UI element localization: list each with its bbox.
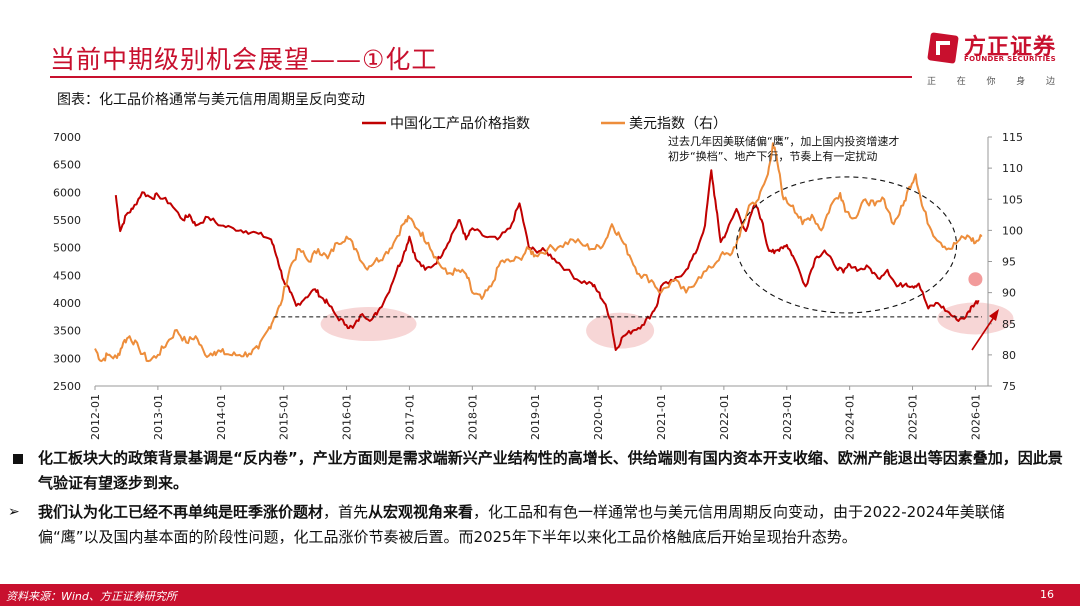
y-left-tick-label: 4500 xyxy=(53,269,81,282)
chart-legend: 中国化工产品价格指数 美元指数（右） xyxy=(362,116,727,132)
trough-highlight xyxy=(586,312,655,349)
slogan-char: 在 xyxy=(956,77,966,87)
slogan-char: 边 xyxy=(1045,77,1055,87)
series-line xyxy=(114,169,980,351)
y-right-tick-label: 95 xyxy=(1002,256,1016,269)
x-tick-label: 2020-01 xyxy=(592,394,605,440)
x-tick-label: 2014-01 xyxy=(215,394,228,440)
chart-axes: 2500 3000 3500 4000 4500 5000 5500 6000 6500 7000… xyxy=(53,131,1023,440)
founder-logo-icon xyxy=(927,32,959,64)
logo-slogan: 正 在 你 身 边 xyxy=(927,74,1055,87)
series-dollar-index xyxy=(94,142,983,363)
y-left-tick-label: 3500 xyxy=(53,325,81,338)
y-right-tick-label: 100 xyxy=(1002,224,1023,237)
slogan-char: 正 xyxy=(927,77,937,87)
page-title: 当前中期级别机会展望——①化工 xyxy=(50,45,438,74)
legend-label-dollar: 美元指数（右） xyxy=(629,116,727,132)
x-tick-label: 2012-01 xyxy=(89,394,102,440)
x-tick-label: 2025-01 xyxy=(907,394,920,440)
x-tick-label: 2019-01 xyxy=(529,394,542,440)
y-right-tick-label: 115 xyxy=(1002,131,1023,144)
y-left-tick-label: 3000 xyxy=(53,352,81,365)
footer-bar: 资料来源：Wind、方正证券研究所 16 xyxy=(0,584,1080,606)
bullet-macro-strong-1: 我们认为化工已经不再单纯是旺季涨价题材 xyxy=(38,503,324,521)
uptrend-arrow xyxy=(971,313,997,351)
bullet-policy: 化工板块大的政策背景基调是“反内卷”，产业方面则是需求端新兴产业结构性的高增长、… xyxy=(8,446,1063,496)
dual-axis-line-chart: 2500 3000 3500 4000 4500 5000 5500 6000 6500 7000… xyxy=(53,116,1023,440)
dashed-period-ellipse xyxy=(735,176,958,314)
y-left-tick-label: 6000 xyxy=(53,186,81,199)
slogan-char: 你 xyxy=(986,77,996,87)
y-right-tick-label: 85 xyxy=(1002,318,1016,331)
data-source: 资料来源：Wind、方正证券研究所 xyxy=(6,590,177,603)
legend-label-chemical: 中国化工产品价格指数 xyxy=(390,116,530,132)
trough-highlight xyxy=(320,307,417,342)
y-left-tick-label: 6500 xyxy=(53,159,81,172)
title-divider xyxy=(50,76,912,78)
logo-chinese: 方正证券 xyxy=(964,35,1057,60)
figure-caption: 图表：化工品价格通常与美元信用周期呈反向变动 xyxy=(57,92,365,108)
uptrend-arrow-head xyxy=(989,309,999,321)
trough-highlight xyxy=(937,302,1014,335)
bullet-macro: ➢ 我们认为化工已经不再单纯是旺季涨价题材，首先从宏观视角来看，化工品和有色一样… xyxy=(8,500,1063,550)
logo-english: FOUNDER SECURITIES xyxy=(964,55,1056,63)
series-line xyxy=(94,142,983,363)
bullet-macro-mid: ，首先 xyxy=(323,503,369,521)
square-bullet-icon xyxy=(8,446,36,472)
series-chemical-index xyxy=(114,169,980,351)
y-right-tick-label: 80 xyxy=(1002,349,1016,362)
y-right-tick-label: 75 xyxy=(1002,380,1016,393)
y-left-tick-label: 7000 xyxy=(53,131,81,144)
x-tick-label: 2016-01 xyxy=(341,394,354,440)
x-tick-label: 2015-01 xyxy=(278,394,291,440)
company-logo: 方正证券 FOUNDER SECURITIES 正 在 你 身 边 xyxy=(927,28,1062,98)
y-right-tick-label: 105 xyxy=(1002,193,1023,206)
y-left-tick-label: 5000 xyxy=(53,242,81,255)
y-right-tick-label: 90 xyxy=(1002,287,1016,300)
x-tick-label: 2026-01 xyxy=(969,394,982,440)
y-right-tick-label: 110 xyxy=(1002,162,1023,175)
annotation-line-1: 过去几年因美联储偏“鹰”，加上国内投资增速才 xyxy=(668,134,899,148)
bullet-macro-text: 我们认为化工已经不再单纯是旺季涨价题材，首先从宏观视角来看，化工品和有色一样通常… xyxy=(38,500,1063,550)
chart-overlay xyxy=(274,176,999,351)
bullet-macro-strong-2: 从宏观视角来看 xyxy=(368,503,474,521)
highlight-ellipses xyxy=(320,302,1014,349)
arrow-bullet-icon: ➢ xyxy=(8,504,20,520)
slogan-char: 身 xyxy=(1016,77,1026,87)
x-tick-label: 2017-01 xyxy=(403,394,416,440)
latest-point-marker xyxy=(968,272,983,287)
y-left-tick-label: 4000 xyxy=(53,297,81,310)
x-tick-label: 2023-01 xyxy=(781,394,794,440)
bullet-macro-rest: ，化工品和有色一样通常也与美元信用周期反向变动，由于2022-2024年美联储偏… xyxy=(38,503,1005,546)
page-number: 16 xyxy=(1040,588,1054,601)
annotation-line-2: 初步“换档”、地产下行，节奏上有一定扰动 xyxy=(668,149,877,163)
bullet-policy-text: 化工板块大的政策背景基调是“反内卷”，产业方面则是需求端新兴产业结构性的高增长、… xyxy=(38,449,1063,492)
y-left-tick-label: 5500 xyxy=(53,214,81,227)
x-tick-label: 2022-01 xyxy=(718,394,731,440)
x-tick-label: 2021-01 xyxy=(655,394,668,440)
x-tick-label: 2024-01 xyxy=(844,394,857,440)
y-left-tick-label: 2500 xyxy=(53,380,81,393)
x-tick-label: 2013-01 xyxy=(152,394,165,440)
x-tick-label: 2018-01 xyxy=(466,394,479,440)
